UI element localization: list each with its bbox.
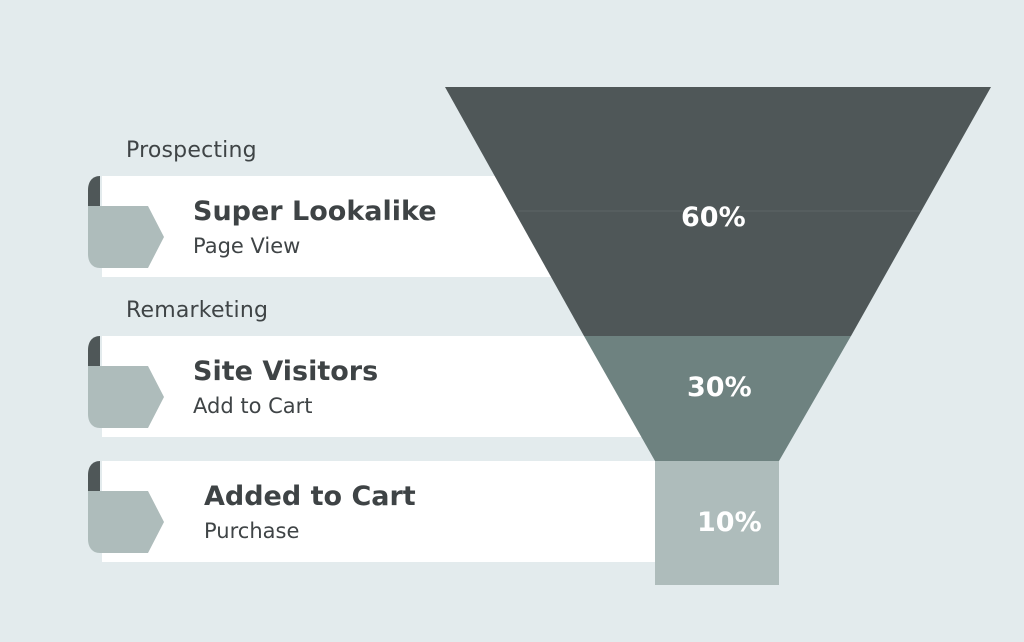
- arrow-tab-icon: [88, 461, 164, 553]
- group-label-prospecting: Prospecting: [126, 138, 257, 163]
- arrow-tab-icon: [88, 176, 164, 268]
- stage-subtitle: Page View: [193, 234, 301, 258]
- funnel-percent-label: 60%: [681, 202, 746, 233]
- stage-title: Super Lookalike: [193, 196, 437, 227]
- group-label-remarketing: Remarketing: [126, 298, 269, 323]
- funnel-percent-label: 10%: [697, 507, 762, 538]
- funnel-percent-label: 30%: [687, 372, 752, 403]
- funnel-segment-10: [655, 461, 779, 585]
- stage-card-super-lookalike: [102, 176, 572, 277]
- stage-subtitle: Purchase: [204, 519, 300, 543]
- stage-title: Site Visitors: [193, 356, 379, 387]
- arrow-tab-icon: [88, 336, 164, 428]
- stage-title: Added to Cart: [204, 481, 416, 512]
- stage-card-added-to-cart: [102, 461, 662, 562]
- stage-card-site-visitors: [102, 336, 662, 437]
- funnel-segment-30: [584, 336, 851, 461]
- stage-subtitle: Add to Cart: [193, 394, 313, 418]
